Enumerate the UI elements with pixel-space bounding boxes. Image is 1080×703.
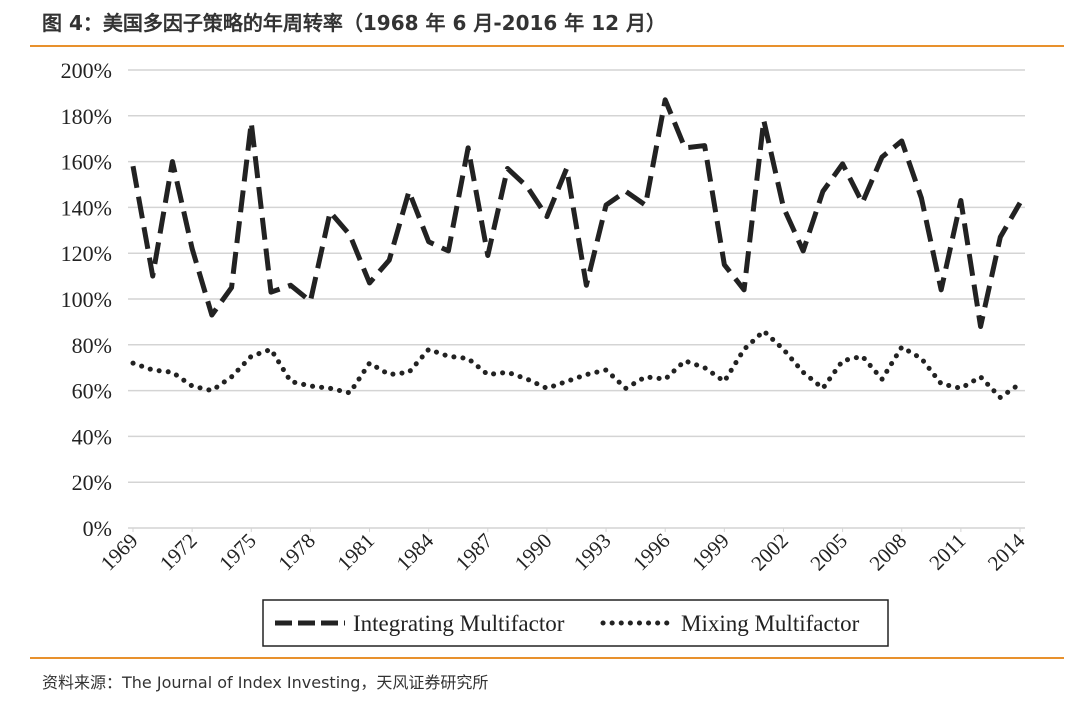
y-tick-label: 40%: [72, 424, 112, 449]
x-tick-label: 2005: [805, 529, 852, 576]
y-tick-label: 180%: [61, 104, 112, 129]
x-tick-label: 1978: [273, 529, 320, 576]
x-tick-label: 2011: [924, 529, 970, 575]
legend-label: Mixing Multifactor: [681, 611, 860, 636]
x-tick-label: 2002: [746, 529, 793, 576]
legend-label: Integrating Multifactor: [353, 611, 565, 636]
x-tick-label: 1987: [451, 529, 498, 576]
x-tick-label: 1993: [569, 529, 616, 576]
x-tick-label: 1972: [155, 529, 202, 576]
y-tick-label: 60%: [72, 379, 112, 404]
x-tick-label: 1981: [332, 529, 379, 576]
y-tick-label: 200%: [61, 58, 112, 83]
x-tick-label: 1996: [628, 529, 675, 576]
x-tick-label: 2014: [983, 528, 1030, 575]
y-tick-label: 20%: [72, 470, 112, 495]
y-tick-label: 0%: [83, 516, 112, 541]
y-tick-label: 160%: [61, 150, 112, 175]
y-tick-label: 120%: [61, 241, 112, 266]
x-tick-label: 1999: [687, 529, 734, 576]
y-tick-label: 140%: [61, 195, 112, 220]
legend-box: [262, 599, 889, 647]
y-tick-label: 100%: [61, 287, 112, 312]
y-tick-label: 80%: [72, 333, 112, 358]
series-line: [130, 97, 1023, 329]
x-tick-label: 1990: [510, 529, 557, 576]
chart-title: 图 4：美国多因子策略的年周转率（1968 年 6 月-2016 年 12 月）: [42, 11, 666, 35]
source-note: 资料来源：The Journal of Index Investing，天风证券…: [42, 673, 488, 692]
x-tick-label: 1984: [392, 528, 439, 575]
x-tick-label: 1975: [214, 529, 261, 576]
x-tick-label: 2008: [865, 529, 912, 576]
series-line: [130, 328, 1023, 400]
